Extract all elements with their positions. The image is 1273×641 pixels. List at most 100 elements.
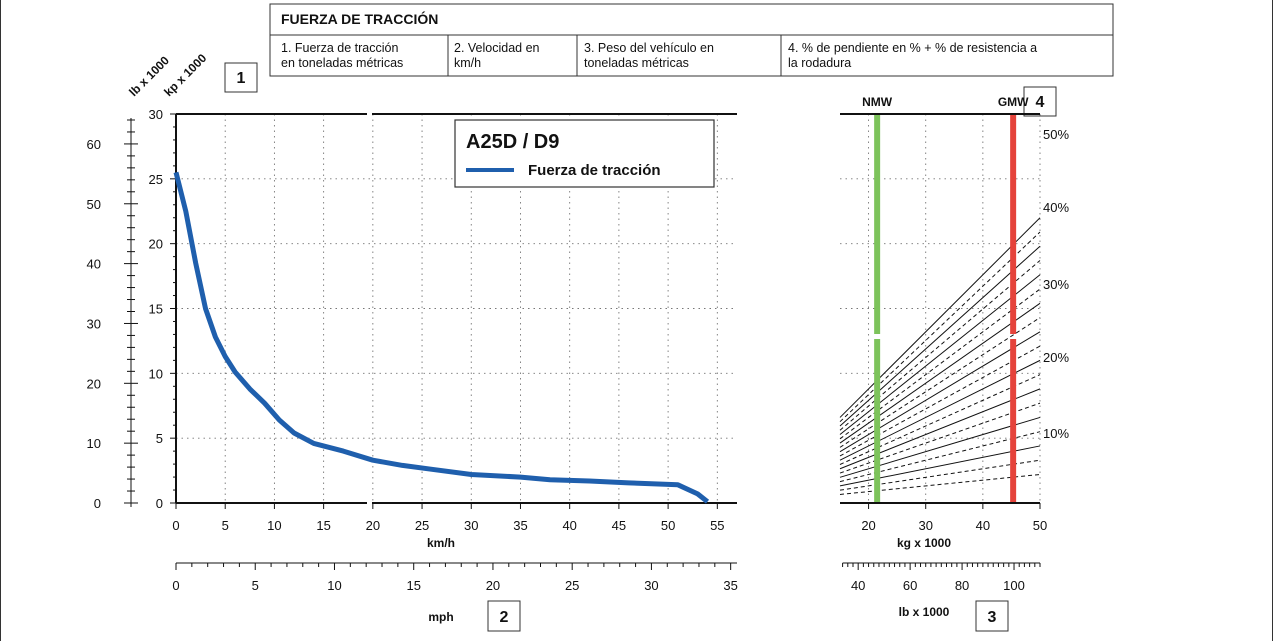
header-item-3-line-2: toneladas métricas (584, 56, 689, 70)
grade-label: 50% (1043, 127, 1069, 142)
grade-plot-grid (840, 114, 1041, 503)
x-axis-title-mph: mph (428, 610, 453, 624)
grade-line-solid (839, 359, 1041, 461)
header-item-1-line-1: 1. Fuerza de tracción (281, 41, 398, 55)
y-tick-label-kp: 30 (149, 107, 163, 122)
x-tick-label-kmh: 10 (267, 518, 281, 533)
x-axis-title-lbweight: lb x 1000 (899, 605, 950, 619)
callout-2-label: 2 (500, 609, 509, 626)
grade-line-dashed (839, 459, 1041, 491)
callout-1-label: 1 (237, 70, 246, 87)
y-tick-label-kp: 20 (149, 237, 163, 252)
header-item-2-line-2: km/h (454, 56, 481, 70)
marker-label-gmw: GMW (998, 95, 1029, 109)
x-tick-label-kmh: 50 (661, 518, 675, 533)
main-plot-grid (176, 114, 737, 503)
x-tick-label-mph: 20 (486, 578, 500, 593)
grade-line-dashed (839, 231, 1041, 423)
y-tick-label-lb: 10 (87, 436, 101, 451)
x-tick-label-kmh: 45 (612, 518, 626, 533)
y-tick-label-lb: 0 (94, 496, 101, 511)
y-tick-label-lb: 60 (87, 137, 101, 152)
x-tick-label-mph: 30 (644, 578, 658, 593)
y-tick-label-lb: 20 (87, 376, 101, 391)
grade-label: 20% (1043, 350, 1069, 365)
callout-2-box (487, 600, 521, 632)
marker-label-nmw: NMW (862, 95, 893, 109)
x-tick-label-kg: 20 (861, 518, 875, 533)
x-tick-label-kmh: 40 (562, 518, 576, 533)
grade-line-solid (839, 445, 1041, 487)
y-tick-label-kp: 15 (149, 302, 163, 317)
callout-1: 1 (224, 62, 258, 93)
axis-title-kp: kp x 1000 (161, 51, 209, 99)
x-tick-label-kmh: 5 (222, 518, 229, 533)
x-tick-label-lbweight: 40 (851, 578, 865, 593)
grade-line-solid (839, 245, 1041, 427)
y-tick-label-kp: 10 (149, 366, 163, 381)
header-item-2-line-1: 2. Velocidad en (454, 41, 540, 55)
grade-plot-lines: 50% 40% 30% 20% 10% NMW GMW (839, 95, 1069, 503)
legend-title: A25D / D9 (466, 131, 559, 153)
callout-2: 2 (487, 600, 521, 632)
grade-line-dashed (839, 260, 1041, 431)
callout-3-box (975, 600, 1009, 632)
x-tick-label-kg: 30 (918, 518, 932, 533)
grade-line-dashed (839, 317, 1041, 448)
main-plot-series (173, 171, 710, 504)
header-title: FUERZA DE TRACCIÓN (281, 10, 438, 27)
callout-4-box (1023, 86, 1057, 117)
header-frame (269, 3, 1114, 77)
header-item-4-line-2: la rodadura (788, 56, 851, 70)
x-tick-label-mph: 35 (723, 578, 737, 593)
x-tick-label-mph: 5 (252, 578, 259, 593)
grade-line-solid (839, 302, 1041, 444)
y-tick-label-lb: 40 (87, 257, 101, 272)
header-item-4-line-1: 4. % de pendiente en % + % de resistenci… (788, 41, 1037, 55)
header-box: FUERZA DE TRACCIÓN 1. Fuerza de tracción… (269, 3, 1114, 77)
main-plot-legend: A25D / D9 Fuerza de tracción (454, 119, 715, 188)
grade-line-solid (839, 274, 1041, 435)
grade-line-solid (839, 416, 1041, 478)
callout-4-label: 4 (1036, 94, 1045, 111)
grade-line-dashed (839, 431, 1041, 483)
grade-line-solid (839, 217, 1041, 418)
legend-box (454, 119, 715, 188)
x-axis-title-kg: kg x 1000 (897, 536, 951, 550)
y-tick-label-lb: 50 (87, 197, 101, 212)
x-tick-label-kmh: 20 (366, 518, 380, 533)
legend-entry-label: Fuerza de tracción (528, 162, 661, 179)
header-item-3-line-1: 3. Peso del vehículo en (584, 41, 714, 55)
grade-line-dashed (839, 345, 1041, 457)
x-tick-label-mph: 0 (172, 578, 179, 593)
x-tick-label-kg: 50 (1033, 518, 1047, 533)
x-tick-label-kmh: 35 (513, 518, 527, 533)
callout-3-label: 3 (988, 609, 997, 626)
y-tick-label-kp: 5 (156, 431, 163, 446)
x-tick-label-kmh: 30 (464, 518, 478, 533)
x-tick-label-lbweight: 60 (903, 578, 917, 593)
x-tick-label-kmh: 0 (172, 518, 179, 533)
grade-label: 10% (1043, 426, 1069, 441)
grade-line-solid (839, 331, 1041, 453)
x-tick-label-mph: 15 (406, 578, 420, 593)
y-tick-label-kp: 25 (149, 172, 163, 187)
grade-label: 30% (1043, 277, 1069, 292)
callout-4: 4 (1023, 86, 1057, 117)
callout-3: 3 (975, 600, 1009, 632)
grade-line-dashed (839, 473, 1041, 495)
grade-label: 40% (1043, 200, 1069, 215)
grade-line-dashed (839, 402, 1041, 474)
x-tick-label-mph: 10 (327, 578, 341, 593)
y-tick-label-lb: 30 (87, 316, 101, 331)
grade-line-solid (839, 388, 1041, 470)
x-tick-label-mph: 25 (565, 578, 579, 593)
y-tick-label-kp: 0 (156, 496, 163, 511)
grade-line-dashed (839, 374, 1041, 465)
header-item-1-line-2: en toneladas métricas (281, 56, 403, 70)
x-tick-label-lbweight: 100 (1003, 578, 1025, 593)
grade-plot-axes: 20 30 40 50 kg x 1000 40 60 80 100 lb x 1000 (840, 113, 1047, 619)
callout-1-box (224, 62, 258, 93)
